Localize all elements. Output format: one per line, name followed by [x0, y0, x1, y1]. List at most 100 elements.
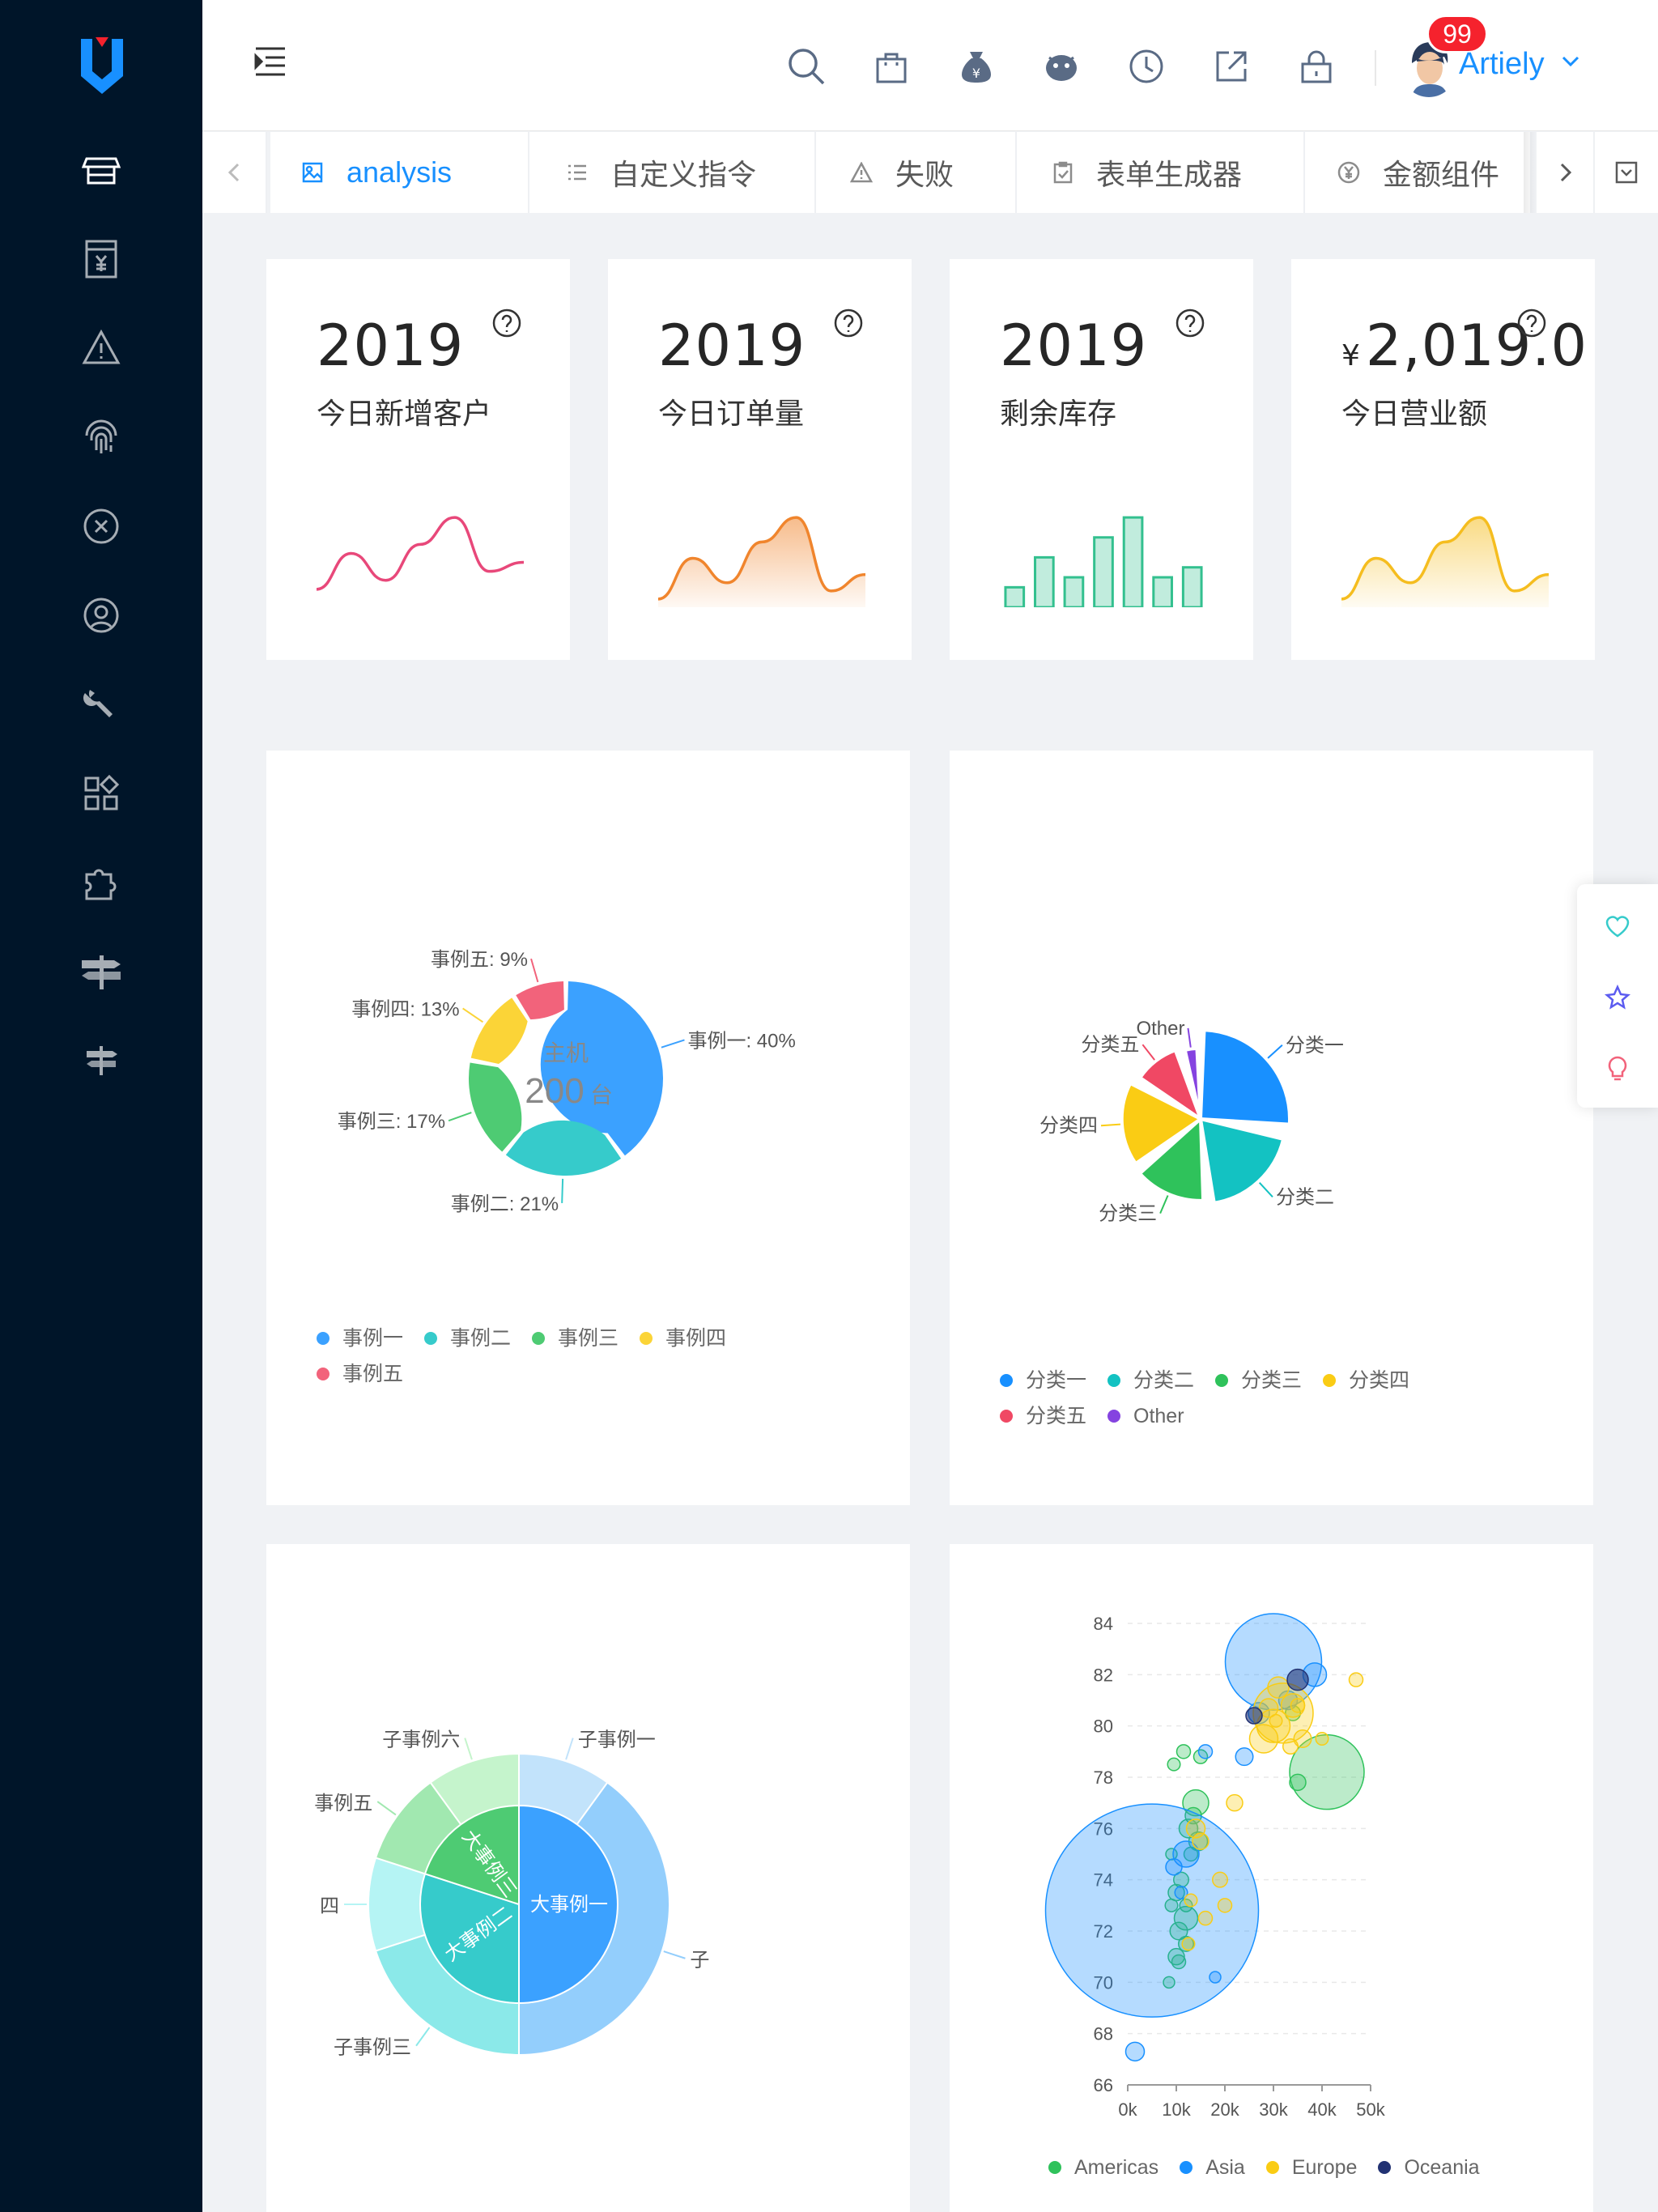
tab-analysis[interactable]: analysis: [270, 132, 529, 213]
legend-item[interactable]: 事例一: [317, 1321, 403, 1356]
stat-value: 2019: [317, 313, 465, 379]
notification-badge[interactable]: 99: [1426, 15, 1488, 53]
legend-label: Other: [1133, 1405, 1184, 1427]
rose-data-label: Other: [1136, 1018, 1184, 1040]
share-button[interactable]: [1207, 42, 1256, 91]
rose-slice: [1120, 1082, 1202, 1166]
legend-item[interactable]: 分类一: [1000, 1363, 1086, 1398]
tab-menu-button[interactable]: [1593, 132, 1658, 213]
question-circle-icon[interactable]: [833, 308, 864, 338]
question-circle-icon[interactable]: [1516, 308, 1547, 338]
sidebar-item-error[interactable]: [0, 487, 202, 565]
tab-fade: [1524, 132, 1537, 213]
legend-item[interactable]: 事例二: [424, 1321, 511, 1356]
search-button[interactable]: [782, 42, 831, 91]
legend-item[interactable]: Americas: [1048, 2150, 1158, 2185]
stat-card-revenue: ¥2,019.0 今日营业额: [1291, 259, 1595, 660]
sparkline-bar: [1063, 576, 1085, 607]
sparkline-bar: [1004, 585, 1026, 607]
bubble-point: [1289, 1773, 1307, 1792]
sidebar-item-finance[interactable]: [0, 220, 202, 298]
legend-item[interactable]: 分类四: [1323, 1363, 1409, 1398]
tab-amount-component[interactable]: 金额组件: [1305, 132, 1530, 213]
legend-item[interactable]: Other: [1107, 1398, 1184, 1434]
legend-item[interactable]: 事例五: [317, 1356, 403, 1392]
legend-item[interactable]: 分类二: [1107, 1363, 1194, 1398]
bubble-point: [1163, 1976, 1175, 1989]
tab-label: 金额组件: [1383, 158, 1500, 191]
wallet-button[interactable]: ¥: [952, 42, 1001, 91]
float-bulb-button[interactable]: [1601, 1053, 1634, 1085]
legend-item[interactable]: 事例三: [532, 1321, 619, 1356]
form-icon: [1053, 161, 1073, 184]
sidebar-item-tools[interactable]: [0, 666, 202, 743]
legend-label: Oceania: [1404, 2156, 1480, 2179]
legend-item[interactable]: Oceania: [1378, 2150, 1480, 2185]
shopping-bag-icon: [876, 53, 907, 83]
user-name[interactable]: Artiely: [1459, 47, 1545, 81]
bubble-point: [1197, 1744, 1214, 1759]
legend-dot: [1180, 2161, 1193, 2174]
tab-label: 表单生成器: [1096, 158, 1243, 191]
sidebar-item-guide[interactable]: [0, 933, 202, 1010]
bubble-point: [1165, 1858, 1183, 1876]
sunburst-leader-line: [464, 1738, 473, 1760]
tab-scroll-left[interactable]: [202, 132, 267, 213]
stat-label: 今日订单量: [658, 397, 805, 430]
header-divider: [1375, 50, 1376, 86]
tab-failure[interactable]: 失败: [816, 132, 1017, 213]
bubble-point: [1290, 1698, 1306, 1713]
sidebar-item-account[interactable]: [0, 576, 202, 654]
sparkline-bar: [1093, 536, 1114, 607]
sidebar-item-guide-alt[interactable]: [0, 1022, 202, 1100]
legend-item[interactable]: Asia: [1180, 2150, 1245, 2185]
donut-leader-line: [561, 1178, 564, 1203]
shop-button[interactable]: [867, 42, 916, 91]
legend-label: 事例三: [558, 1327, 619, 1350]
bubble-y-tick: 74: [1094, 1870, 1113, 1891]
stat-value: 2019: [1000, 313, 1148, 379]
sidebar-item-exception[interactable]: [0, 309, 202, 387]
sunburst-outer-label: 子事例三: [334, 2037, 411, 2059]
wrench-icon: [83, 690, 113, 717]
tab-form-builder[interactable]: 表单生成器: [1017, 132, 1305, 213]
question-circle-icon[interactable]: [491, 308, 522, 338]
brand-logo[interactable]: [70, 29, 134, 94]
legend-item[interactable]: Europe: [1265, 2150, 1358, 2185]
legend-label: Europe: [1291, 2156, 1358, 2179]
sparkline-bar: [1122, 516, 1144, 607]
legend-dot: [1048, 2161, 1061, 2174]
legend-label: Asia: [1205, 2156, 1245, 2179]
user-dropdown[interactable]: [1561, 53, 1580, 74]
donut-slice: [505, 1120, 622, 1176]
legend-item[interactable]: 分类三: [1215, 1363, 1302, 1398]
bubble-point: [1178, 1935, 1194, 1952]
menu-fold-button[interactable]: [246, 37, 295, 86]
float-star-button[interactable]: [1601, 981, 1634, 1014]
bird-button[interactable]: [1037, 42, 1086, 91]
sidebar-item-security[interactable]: [0, 398, 202, 476]
bird-icon: [1046, 55, 1077, 81]
bubble-chart: 66 68 70 72 74 76 78 80 82 84 0k 10k 20k 30k 40k 50k: [1044, 1613, 1386, 2120]
history-button[interactable]: [1122, 42, 1171, 91]
legend-item[interactable]: 分类五: [1000, 1398, 1086, 1434]
question-circle-icon[interactable]: [1175, 308, 1205, 338]
sidebar-item-components[interactable]: [0, 755, 202, 832]
donut-chart-card: 事例一: 40% 事例二: 21% 事例三: 17% 事例四: 13% 事例五: 9% 主…: [266, 751, 910, 1505]
legend-label: 分类一: [1026, 1369, 1087, 1392]
legend-dot: [317, 1368, 329, 1380]
float-heart-button[interactable]: [1601, 910, 1634, 942]
tab-custom-directive[interactable]: 自定义指令: [529, 132, 816, 213]
sidebar-item-shop[interactable]: [0, 131, 202, 209]
legend-dot: [1215, 1374, 1229, 1387]
legend-item[interactable]: 事例四: [640, 1321, 726, 1356]
tab-scroll-right[interactable]: [1537, 132, 1595, 213]
lock-button[interactable]: [1292, 42, 1341, 91]
currency-symbol: ¥: [1341, 339, 1361, 372]
sidebar-item-plugins[interactable]: [0, 844, 202, 921]
stat-label: 今日营业额: [1341, 397, 1488, 430]
bubble-point: [1173, 1871, 1189, 1888]
stat-card-inventory: 2019 剩余库存: [950, 259, 1253, 660]
